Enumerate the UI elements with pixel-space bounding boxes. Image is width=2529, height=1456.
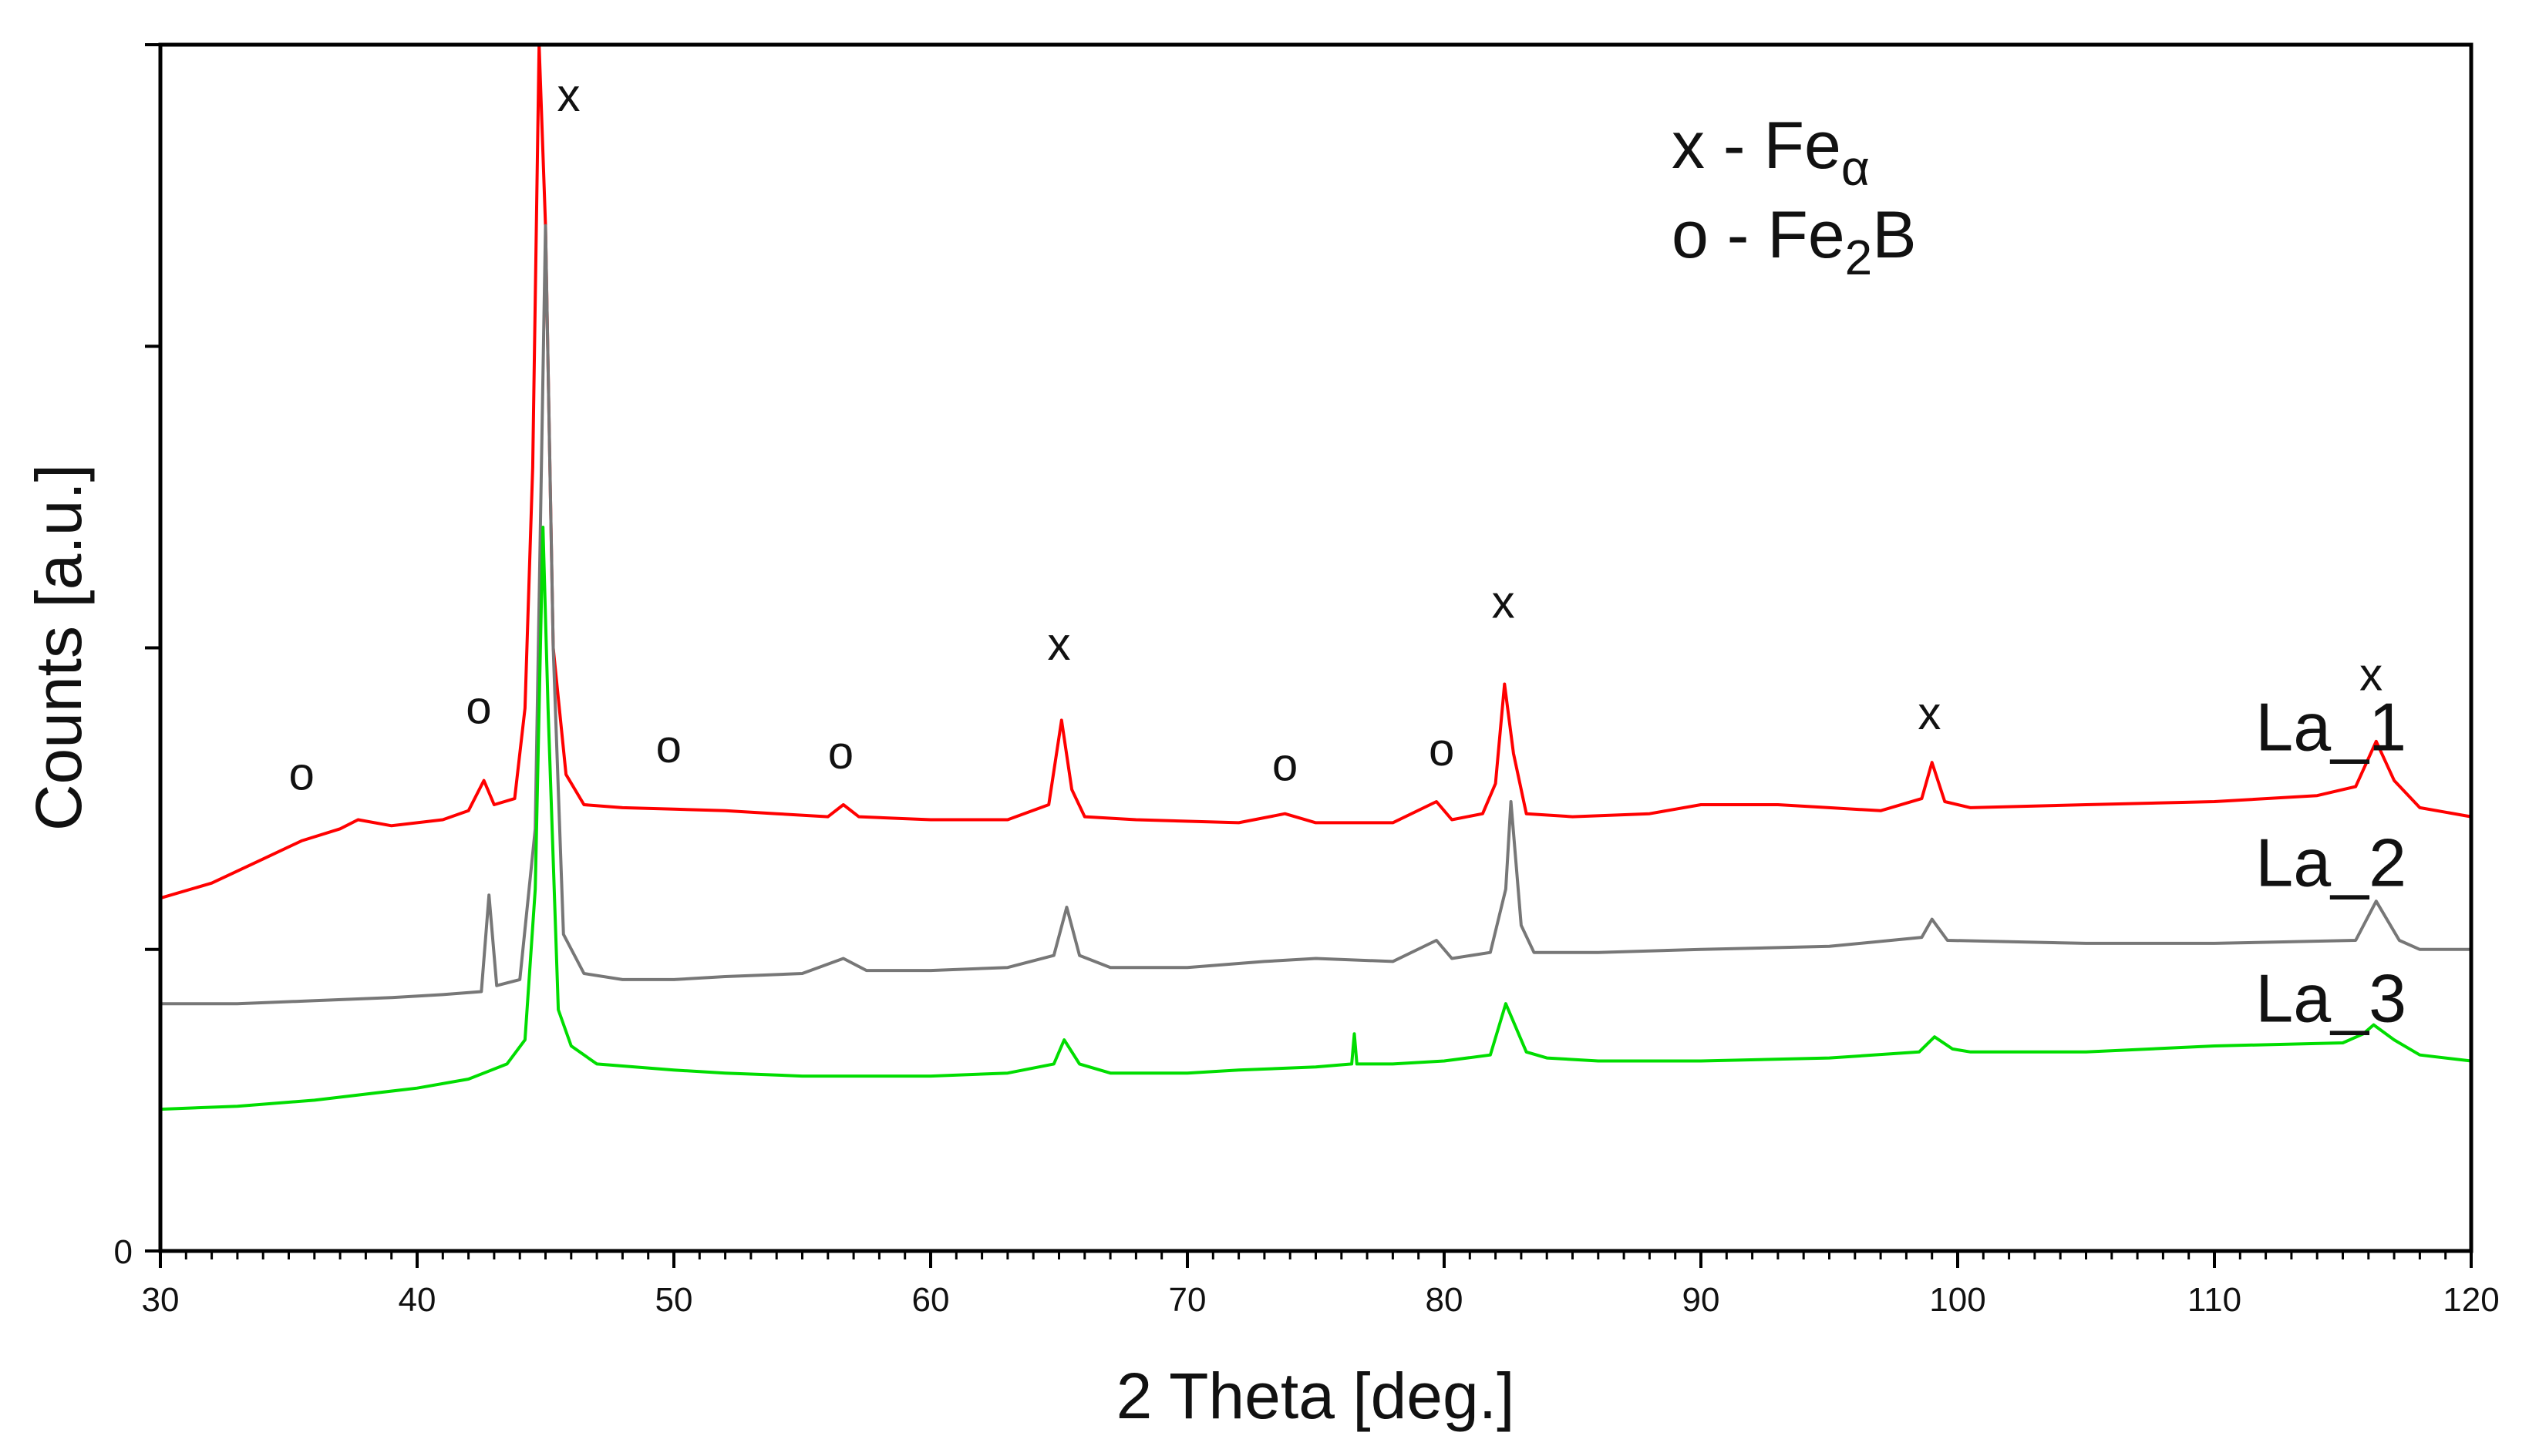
fe2b-peak-marker: o <box>656 721 682 772</box>
fe2b-peak-marker: o <box>288 748 314 799</box>
series-line-la-2 <box>160 224 2471 1006</box>
series-line-la-1 <box>160 43 2472 900</box>
x-tick-label: 70 <box>1169 1281 1207 1319</box>
fe-alpha-peak-marker: x <box>1492 576 1515 627</box>
x-tick-label: 80 <box>1426 1281 1463 1319</box>
x-tick-label: 110 <box>2187 1281 2241 1319</box>
x-tick-label: 60 <box>912 1281 950 1319</box>
legend-entry-fe-alpha: x - Feα <box>1672 109 1870 196</box>
x-axis-title: 2 Theta [deg.] <box>1116 1360 1515 1432</box>
legend: x - Feα o - Fe2B <box>1672 109 1917 285</box>
legend-symbol: x <box>1672 109 1705 183</box>
plot-frame <box>158 42 2473 1253</box>
fe2b-peak-marker: o <box>1272 739 1298 791</box>
fe2b-peak-marker: o <box>828 727 854 778</box>
y-tick-label: 0 <box>114 1233 133 1271</box>
fe-alpha-peak-marker: x <box>2359 648 2383 700</box>
series-line-la-3 <box>160 526 2472 1111</box>
legend-suffix: B <box>1872 198 1916 272</box>
series-label: La_1 <box>2255 689 2406 765</box>
fe2b-peak-marker: o <box>466 681 491 733</box>
series-label: La_2 <box>2255 825 2406 901</box>
series-label: La_3 <box>2255 960 2406 1037</box>
y-axis-title: Counts [a.u.] <box>22 464 95 831</box>
fe-alpha-peak-marker: x <box>1918 688 1941 739</box>
legend-subscript: α <box>1841 140 1870 196</box>
x-tick-label: 90 <box>1682 1281 1720 1319</box>
x-tick-label: 50 <box>655 1281 693 1319</box>
x-tick-label: 40 <box>399 1281 436 1319</box>
legend-phase: Fe <box>1763 109 1840 183</box>
legend-symbol: o <box>1672 198 1709 272</box>
x-tick-label: 120 <box>2443 1281 2499 1319</box>
x-tick-label: 100 <box>1929 1281 1985 1319</box>
fe-alpha-peak-marker: x <box>557 69 580 121</box>
legend-phase: Fe <box>1767 198 1844 272</box>
fe-alpha-peak-marker: x <box>1048 618 1071 670</box>
legend-entry-fe2b: o - Fe2B <box>1672 198 1917 285</box>
legend-subscript: 2 <box>1845 230 1873 285</box>
x-tick-label: 30 <box>142 1281 180 1319</box>
fe2b-peak-marker: o <box>1429 724 1454 775</box>
